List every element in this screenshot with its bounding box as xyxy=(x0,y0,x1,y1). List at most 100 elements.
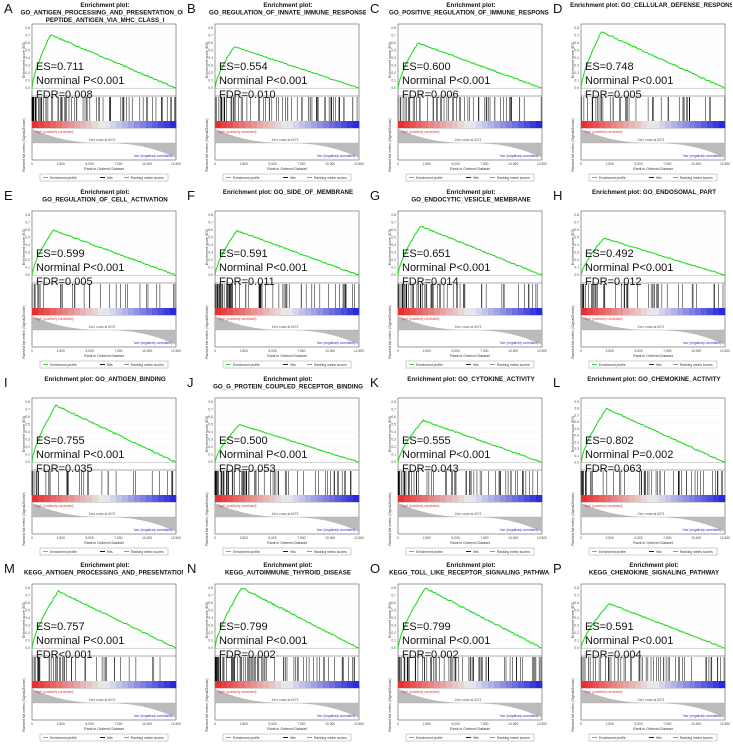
enrichment-profile-line xyxy=(397,225,543,276)
x-tick-label: 0 xyxy=(31,722,33,726)
enrichment-stats: ES=0.748 Norminal P<0.001 FDR=0.005 xyxy=(585,60,673,102)
heatmap-bar-segment xyxy=(416,681,423,688)
es-tick-label: 0.8 xyxy=(391,400,396,404)
heatmap-bar-segment xyxy=(347,681,354,688)
legend-entry: Hits xyxy=(290,736,296,740)
positive-correlation-label: 'high' (positively correlated) xyxy=(35,130,73,134)
enrichment-stats: ES=0.492 Norminal P<0.001 FDR=0.012 xyxy=(585,247,673,289)
plot-frame xyxy=(31,583,177,721)
x-tick-label: 10,000 xyxy=(325,722,335,726)
es-tick-label: 0.3 xyxy=(574,440,579,444)
enrichment-profile-line xyxy=(31,404,177,463)
heatmap-bar-segment xyxy=(428,121,435,128)
heatmap-bar-segment xyxy=(665,495,672,502)
metric-axis-label: Ranked list metric (Signal2Noise) xyxy=(22,118,26,171)
stat-fdr: FDR=0.004 xyxy=(585,649,642,661)
heatmap-bar-segment xyxy=(98,495,105,502)
heatmap-bar-segment xyxy=(239,308,246,315)
x-axis-label: Rank in Ordered Dataset xyxy=(267,727,307,731)
heatmap-bar-segment xyxy=(440,121,447,128)
ranking-metric-area xyxy=(398,316,542,345)
x-tick-label: 10,000 xyxy=(508,722,518,726)
heatmap-bar-segment xyxy=(152,681,159,688)
enrichment-profile-line xyxy=(214,587,360,649)
x-tick-label: 0 xyxy=(31,536,33,540)
es-tick-label: 0.5 xyxy=(25,236,30,240)
heatmap-bar-segment xyxy=(458,495,465,502)
heatmap-bar-segment xyxy=(506,495,513,502)
es-tick-label: 0.2 xyxy=(208,71,213,75)
heatmap-bar-segment xyxy=(317,681,324,688)
es-tick-label: 0.2 xyxy=(208,445,213,449)
x-tick-label: 0 xyxy=(214,162,216,166)
es-tick-label: 0.4 xyxy=(208,243,213,247)
es-tick-label: 0.5 xyxy=(208,236,213,240)
heatmap-bar-segment xyxy=(530,495,537,502)
metric-axis-label: Ranked list metric (Signal2Noise) xyxy=(388,678,392,731)
heatmap-bar-segment xyxy=(341,308,348,315)
zero-cross-label: Zero cross at 6073 xyxy=(272,325,299,329)
plot-title-line: PEPTIDE_ANTIGEN_VIA_MHC_CLASS_I xyxy=(46,17,165,24)
heatmap-bar-segment xyxy=(323,495,330,502)
stat-fdr: FDR=0.010 xyxy=(219,89,276,101)
es-tick-label: 0.4 xyxy=(574,56,579,60)
heatmap-bar-segment xyxy=(524,308,531,315)
stat-es: ES=0.492 xyxy=(585,248,634,260)
heatmap-bar-segment xyxy=(257,681,264,688)
es-tick-label: 0.7 xyxy=(391,221,396,225)
es-tick-label: 0.0 xyxy=(25,273,30,277)
es-tick-label: 0.7 xyxy=(25,594,30,598)
es-axis-label: Enrichment score (ES) xyxy=(205,229,209,265)
enrichment-panel: F Enrichment plot: GO_SIDE_OF_MEMBRANE Enr… xyxy=(183,187,366,373)
heatmap-bar-segment xyxy=(635,121,642,128)
plot-title-line: Enrichment plot: xyxy=(446,2,495,9)
stat-fdr: FDR=0.002 xyxy=(219,649,276,661)
gsea-plot: Enrichment plot:GO_ANTIGEN_PROCESSING_AN… xyxy=(21,2,183,182)
heatmap-bar-segment xyxy=(134,121,141,128)
heatmap-bar-segment xyxy=(116,121,123,128)
heatmap-bar-segment xyxy=(140,121,147,128)
ranking-metric-area xyxy=(32,503,176,532)
positive-correlation-label: 'high' (positively correlated) xyxy=(35,690,73,694)
heatmap-bar-segment xyxy=(671,308,678,315)
heatmap-bar-segment xyxy=(56,121,63,128)
plot-title-line: Enrichment plot: GO_CELLULAR_DEFENSE_RES… xyxy=(570,2,732,9)
heatmap-bar-segment xyxy=(245,681,252,688)
heatmap-bar-segment xyxy=(164,681,171,688)
heatmap-bar-segment xyxy=(38,681,45,688)
zero-cross-label: Zero cross at 6073 xyxy=(455,138,482,142)
heatmap-bar-segment xyxy=(482,681,489,688)
heatmap-bar-segment xyxy=(428,681,435,688)
x-tick-label: 12,500 xyxy=(354,162,364,166)
enrichment-stats: ES=0.711 Norminal P<0.001 FDR=0.008 xyxy=(36,60,124,102)
heatmap-bar-segment xyxy=(251,495,258,502)
x-axis-label: Rank in Ordered Dataset xyxy=(633,727,673,731)
heatmap-bar-segment xyxy=(293,308,300,315)
gsea-plot: Enrichment plot:KEGG_CHEMOKINE_SIGNALING… xyxy=(571,562,730,742)
es-tick-label: 0.7 xyxy=(391,34,396,38)
panel-letter: G xyxy=(370,188,381,203)
panel-letter: B xyxy=(187,1,196,16)
x-tick-label: 12,500 xyxy=(537,722,547,726)
gsea-plot: Enrichment plot:GO_G_PROTEIN_COUPLED_REC… xyxy=(205,376,364,556)
plot-title-line: KEGG_CHEMOKINE_SIGNALING_PATHWAY xyxy=(589,570,720,577)
heatmap-bar-segment xyxy=(98,681,105,688)
es-tick-label: 0.4 xyxy=(25,56,30,60)
heatmap-bar-segment xyxy=(233,681,240,688)
heatmap-bar-segment xyxy=(695,308,702,315)
heatmap-bar-segment xyxy=(32,308,39,315)
plot-title-line: Enrichment plot: xyxy=(80,562,129,569)
heatmap-bar-segment xyxy=(341,681,348,688)
heatmap-bar-segment xyxy=(701,308,708,315)
heatmap-bar-segment xyxy=(146,308,153,315)
heatmap-bar-segment xyxy=(347,308,354,315)
negative-correlation-label: 'low' (negatively correlated) xyxy=(317,714,355,718)
es-axis-label: Enrichment score (ES) xyxy=(205,416,209,452)
es-tick-label: 0.1 xyxy=(25,453,30,457)
heatmap-bar-segment xyxy=(104,681,111,688)
x-tick-label: 2,500 xyxy=(240,722,248,726)
es-tick-label: 0.1 xyxy=(25,639,30,643)
es-axis-label: Enrichment score (ES) xyxy=(22,416,26,452)
heatmap-bar-segment xyxy=(68,495,75,502)
metric-axis-label: Ranked list metric (Signal2Noise) xyxy=(571,678,575,731)
